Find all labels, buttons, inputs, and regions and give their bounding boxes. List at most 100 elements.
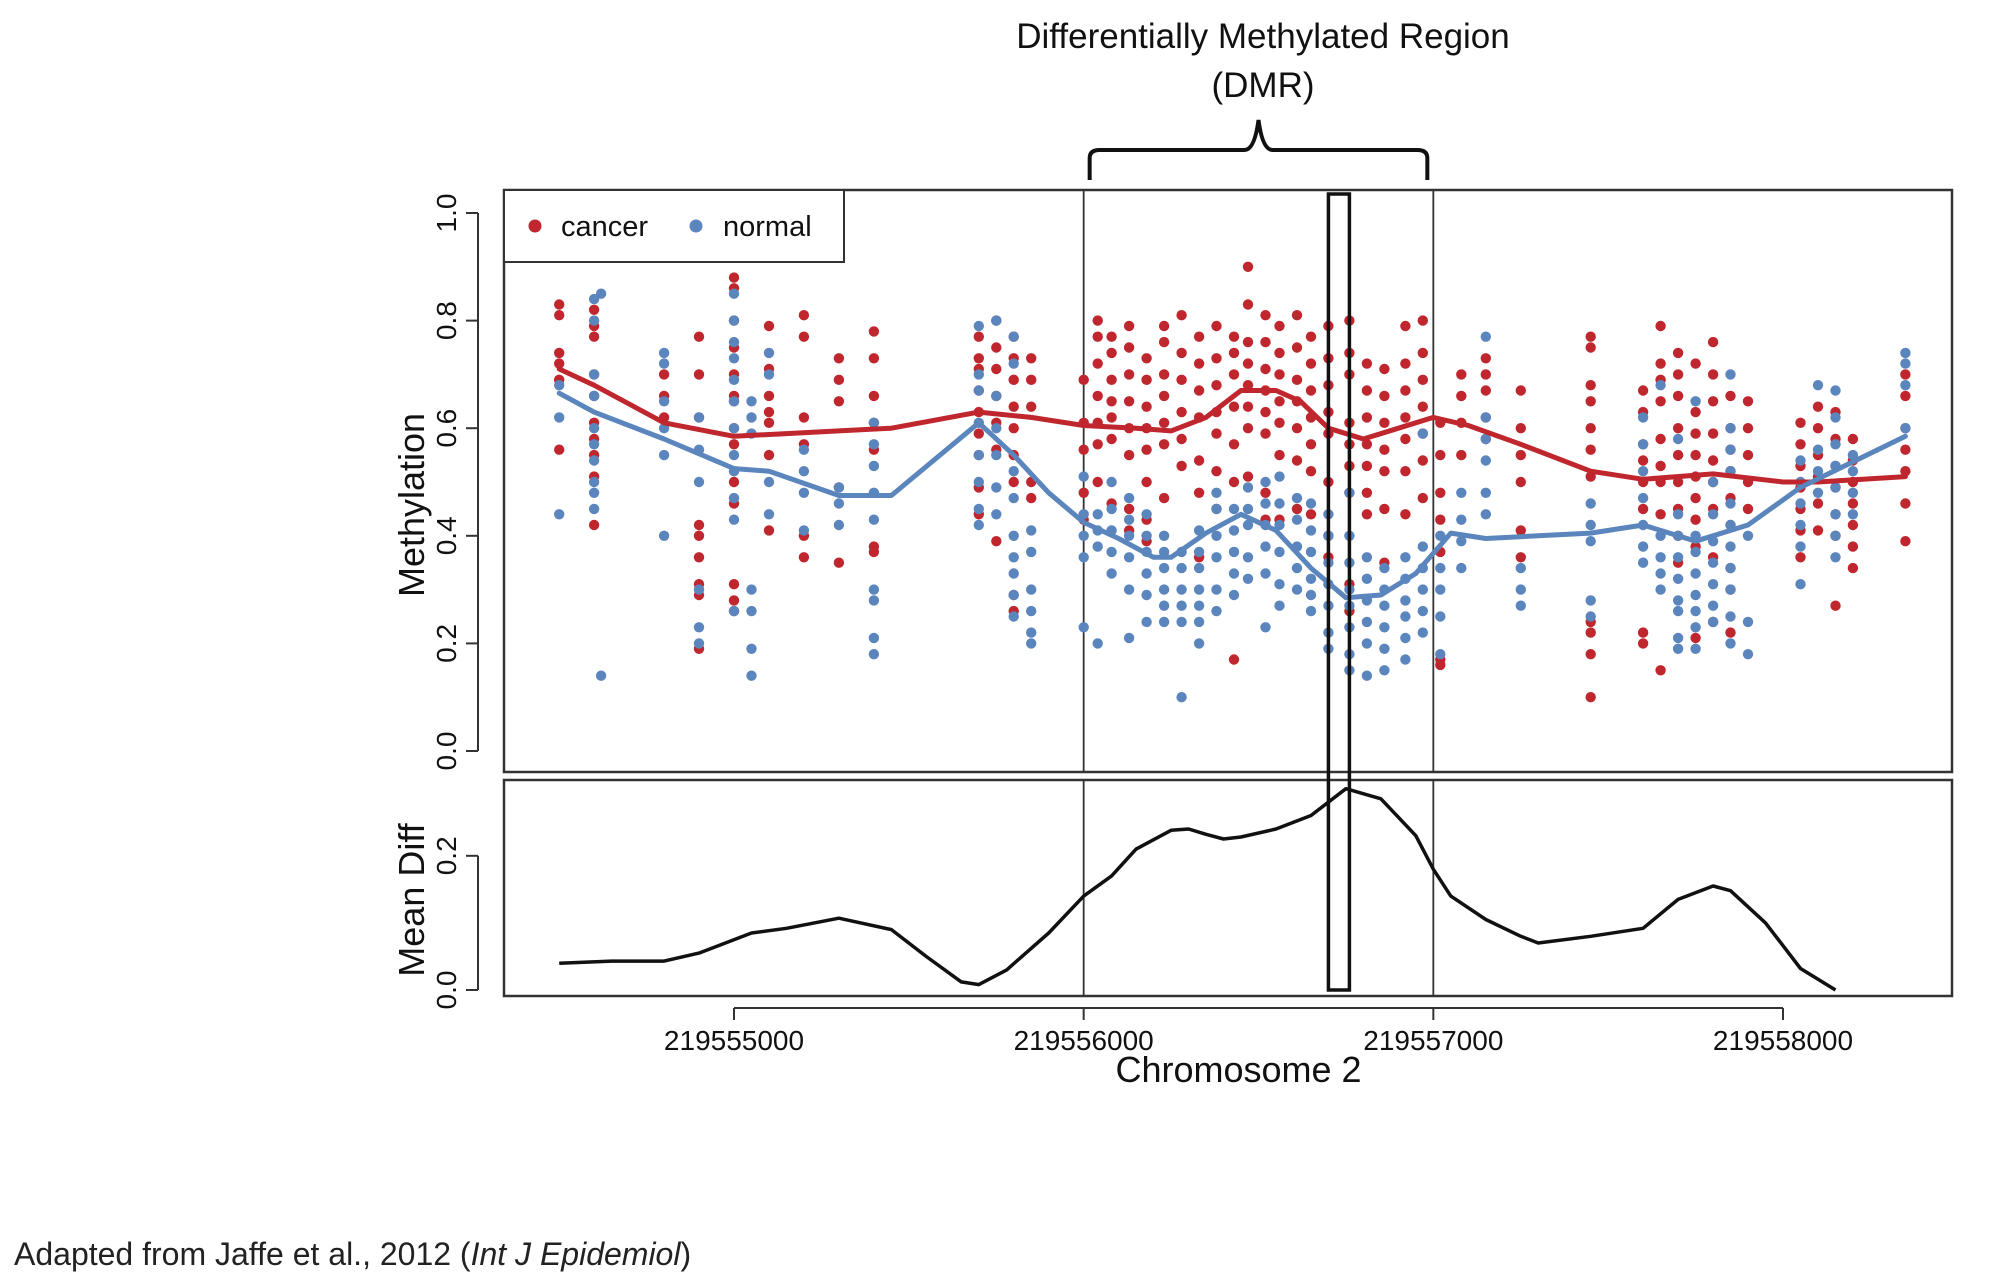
normal-point	[588, 455, 600, 466]
normal-point	[798, 525, 810, 536]
normal-point	[1400, 654, 1411, 665]
normal-point	[1361, 573, 1373, 584]
normal-point	[588, 390, 600, 402]
cancer-point	[1228, 347, 1240, 359]
cancer-point	[1242, 423, 1254, 434]
legend-marker-normal	[689, 219, 703, 233]
normal-point	[1008, 492, 1019, 504]
cancer-point	[554, 310, 565, 321]
normal-point	[1637, 412, 1649, 423]
normal-point	[1672, 509, 1684, 520]
normal-point	[1211, 584, 1222, 595]
cancer-point	[1400, 412, 1411, 423]
methylation-y-tick-label: 0.8	[431, 301, 462, 340]
normal-point	[1106, 568, 1117, 579]
normal-point	[1400, 611, 1411, 622]
normal-point	[1400, 632, 1411, 644]
normal-point	[1379, 600, 1390, 611]
normal-point	[1123, 514, 1135, 525]
normal-point	[1291, 492, 1303, 504]
normal-point	[1707, 509, 1719, 520]
normal-point	[1672, 573, 1684, 584]
normal-point	[1193, 546, 1205, 558]
normal-point	[1106, 476, 1117, 488]
cancer-point	[1211, 353, 1222, 364]
normal-point	[1008, 358, 1019, 369]
normal-point	[1305, 605, 1317, 617]
mean-diff-y-axis: 0.0 0.2	[431, 836, 479, 1009]
cancer-point	[1435, 514, 1446, 525]
normal-point	[991, 449, 1002, 461]
normal-point	[1305, 546, 1317, 558]
normal-point	[1193, 600, 1205, 611]
normal-point	[1291, 562, 1303, 574]
normal-point	[1637, 439, 1649, 450]
cancer-point	[1435, 487, 1446, 498]
normal-point	[1672, 433, 1684, 445]
normal-point	[728, 353, 740, 364]
normal-point	[728, 605, 740, 617]
normal-point	[1361, 552, 1373, 563]
normal-point	[763, 347, 775, 359]
normal-point	[554, 509, 565, 520]
normal-point	[1585, 611, 1596, 622]
normal-point	[1158, 530, 1170, 541]
normal-point	[1725, 611, 1736, 622]
normal-point	[658, 347, 670, 359]
cancer-point	[1585, 692, 1596, 703]
normal-point	[1008, 552, 1019, 563]
cancer-point	[991, 363, 1002, 375]
cancer-point	[1242, 261, 1254, 272]
normal-point	[1274, 519, 1285, 531]
cancer-point	[1795, 439, 1806, 450]
cancer-point	[1400, 385, 1411, 396]
normal-point	[1092, 509, 1103, 520]
cancer-point	[1655, 433, 1666, 445]
cancer-point	[1812, 498, 1824, 509]
cancer-point	[1242, 358, 1254, 369]
cancer-point	[1690, 632, 1701, 644]
normal-point	[1637, 541, 1649, 552]
normal-point	[1637, 557, 1649, 568]
normal-point	[1026, 638, 1037, 649]
dmr-boundary-lines-top	[1082, 190, 1435, 772]
cancer-point	[1008, 374, 1019, 385]
normal-point	[1078, 471, 1089, 482]
cancer-point	[1141, 476, 1152, 488]
normal-point	[1435, 530, 1446, 541]
normal-point	[728, 423, 740, 434]
normal-point	[1008, 589, 1019, 601]
cancer-point	[1690, 358, 1701, 369]
normal-point	[746, 412, 757, 423]
cancer-point	[1515, 423, 1527, 434]
cancer-point	[1008, 476, 1019, 488]
normal-point	[658, 449, 670, 461]
normal-point	[1123, 492, 1135, 504]
normal-point	[1435, 611, 1446, 622]
cancer-point	[763, 320, 775, 332]
cancer-point	[1690, 449, 1701, 461]
cancer-point	[1158, 439, 1170, 450]
normal-point	[588, 423, 600, 434]
normal-point	[1026, 605, 1037, 617]
cancer-point	[763, 390, 775, 402]
cancer-point	[1515, 552, 1527, 563]
cancer-point	[1141, 444, 1152, 455]
normal-point	[763, 509, 775, 520]
cancer-point	[1435, 659, 1446, 671]
cancer-point	[1123, 449, 1135, 461]
normal-point	[746, 643, 757, 654]
cancer-point	[1361, 412, 1373, 423]
cancer-point	[1260, 487, 1271, 498]
cancer-point	[1123, 342, 1135, 353]
cancer-point	[973, 331, 984, 342]
cancer-point	[868, 326, 880, 337]
cancer-point	[763, 449, 775, 461]
cancer-point	[798, 552, 810, 563]
cancer-point	[1847, 498, 1859, 509]
normal-point	[728, 514, 740, 525]
normal-point	[1812, 444, 1824, 455]
normal-point	[1141, 530, 1152, 541]
cancer-point	[1515, 525, 1527, 536]
cancer-point	[1742, 423, 1754, 434]
